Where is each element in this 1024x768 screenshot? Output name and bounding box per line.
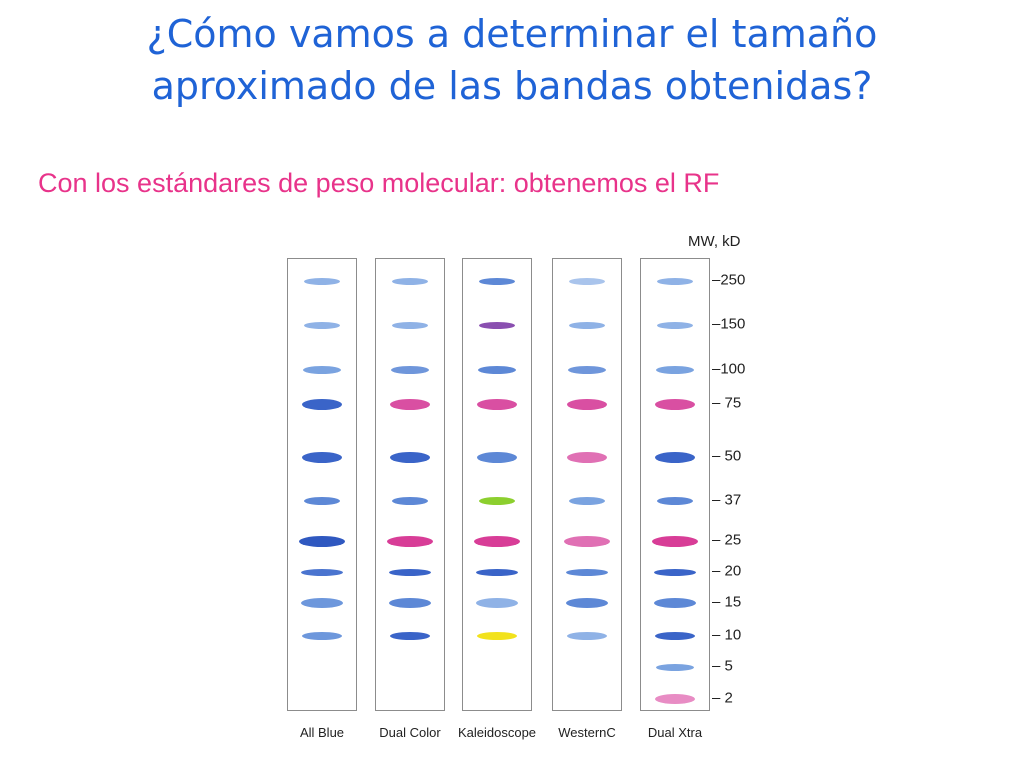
gel-lane — [287, 258, 357, 711]
gel-band — [654, 568, 696, 576]
lane-label: Dual Xtra — [647, 725, 703, 740]
gel-band — [301, 568, 343, 576]
gel-lane — [640, 258, 710, 711]
gel-band — [304, 277, 340, 285]
gel-band — [479, 321, 515, 329]
mw-tick-label: – 37 — [712, 491, 742, 509]
gel-band — [303, 366, 341, 374]
gel-band — [652, 535, 698, 547]
gel-band — [477, 398, 517, 410]
gel-band — [302, 632, 342, 640]
mw-tick-label: –150 — [712, 315, 746, 333]
gel-band — [657, 321, 693, 329]
gel-band — [392, 497, 428, 505]
gel-band — [566, 568, 608, 576]
gel-band — [302, 451, 342, 463]
gel-band — [568, 366, 606, 374]
gel-band — [477, 632, 517, 640]
mw-axis-title: MW, kD — [688, 233, 741, 250]
gel-band — [657, 497, 693, 505]
gel-band — [301, 598, 343, 608]
mw-tick-label: – 20 — [712, 562, 742, 580]
gel-band — [567, 451, 607, 463]
lane-label: All Blue — [299, 725, 345, 740]
title-line-2: aproximado de las bandas obtenidas? — [151, 64, 873, 108]
mw-tick-label: –100 — [712, 360, 746, 378]
gel-band — [479, 497, 515, 505]
gel-band — [304, 321, 340, 329]
gel-band — [392, 277, 428, 285]
gel-band — [390, 451, 430, 463]
gel-band — [304, 497, 340, 505]
gel-band — [567, 398, 607, 410]
gel-lane — [462, 258, 532, 711]
gel-band — [655, 694, 695, 704]
mw-tick-label: – 75 — [712, 394, 742, 412]
gel-band — [392, 321, 428, 329]
mw-tick-label: – 50 — [712, 447, 742, 465]
gel-band — [390, 632, 430, 640]
gel-band — [656, 663, 694, 671]
gel-band — [391, 366, 429, 374]
gel-band — [479, 277, 515, 285]
gel-band — [389, 568, 431, 576]
gel-band — [474, 535, 520, 547]
gel-band — [567, 632, 607, 640]
lane-label: WesternC — [558, 725, 616, 740]
slide-title: ¿Cómo vamos a determinar el tamaño aprox… — [0, 8, 1024, 112]
gel-band — [478, 366, 516, 374]
gel-band — [564, 535, 610, 547]
gel-band — [657, 277, 693, 285]
lane-label: Kaleidoscope — [457, 725, 537, 740]
mw-tick-label: –250 — [712, 271, 746, 289]
gel-lane — [552, 258, 622, 711]
gel-band — [566, 598, 608, 608]
gel-band — [476, 598, 518, 608]
gel-band — [655, 451, 695, 463]
gel-band — [299, 535, 345, 547]
mw-tick-label: – 2 — [712, 689, 733, 707]
title-line-1: ¿Cómo vamos a determinar el tamaño — [146, 12, 878, 56]
gel-band — [655, 398, 695, 410]
mw-tick-label: – 5 — [712, 657, 733, 675]
gel-band — [389, 598, 431, 608]
gel-band — [387, 535, 433, 547]
gel-band — [302, 398, 342, 410]
gel-band — [476, 568, 518, 576]
gel-lane — [375, 258, 445, 711]
gel-band — [569, 321, 605, 329]
gel-band — [569, 277, 605, 285]
gel-band — [656, 366, 694, 374]
slide-subtitle: Con los estándares de peso molecular: ob… — [38, 168, 720, 198]
mw-tick-label: – 15 — [712, 593, 742, 611]
lane-label: Dual Color — [379, 725, 441, 740]
gel-band — [655, 632, 695, 640]
gel-band — [477, 451, 517, 463]
gel-band — [569, 497, 605, 505]
gel-band — [390, 398, 430, 410]
mw-tick-label: – 10 — [712, 626, 742, 644]
gel-band — [654, 598, 696, 608]
mw-tick-label: – 25 — [712, 531, 742, 549]
